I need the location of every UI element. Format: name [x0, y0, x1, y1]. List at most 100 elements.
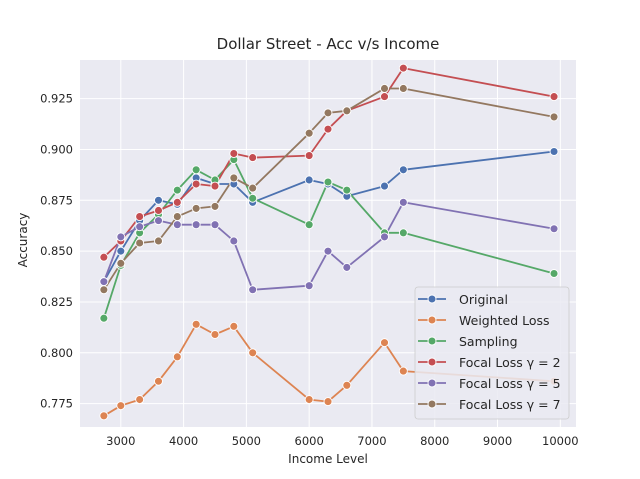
x-tick-labels: 3000 4000 5000 6000 7000 8000 9000 10000 — [106, 434, 578, 448]
data-point — [99, 313, 109, 323]
x-tick-label: 10000 — [542, 434, 579, 448]
data-point — [116, 246, 126, 256]
y-tick-label: 0.900 — [40, 142, 73, 156]
data-point — [380, 232, 389, 242]
data-point — [191, 319, 201, 329]
y-axis-label: Accuracy — [16, 213, 30, 268]
legend-label: Focal Loss γ = 2 — [459, 355, 561, 370]
legend-swatch-marker — [427, 336, 437, 346]
data-point — [323, 246, 333, 256]
data-point — [248, 285, 258, 295]
data-point — [210, 330, 220, 339]
data-point — [380, 92, 389, 102]
data-point — [304, 128, 314, 138]
data-point — [549, 92, 559, 102]
legend-swatch-marker — [427, 315, 437, 325]
data-point — [342, 262, 352, 272]
data-point — [135, 395, 145, 405]
data-point — [99, 277, 109, 287]
data-point — [191, 179, 201, 189]
x-axis-label: Income Level — [288, 452, 368, 466]
data-point — [380, 84, 389, 93]
x-tick-label: 3000 — [106, 434, 135, 448]
data-point — [398, 366, 408, 376]
data-point — [210, 181, 220, 191]
data-point — [99, 252, 109, 262]
chart-title: Dollar Street - Acc v/s Income — [217, 35, 440, 53]
x-tick-label: 6000 — [295, 434, 324, 448]
data-point — [191, 165, 201, 175]
data-point — [323, 177, 333, 187]
data-point — [342, 106, 352, 116]
data-point — [210, 201, 220, 211]
y-tick-label: 0.925 — [40, 92, 73, 106]
x-tick-label: 8000 — [420, 434, 449, 448]
data-point — [248, 153, 258, 163]
legend-label: Weighted Loss — [459, 313, 550, 328]
data-point — [116, 258, 126, 268]
legend-label: Focal Loss γ = 5 — [459, 376, 561, 391]
data-point — [323, 108, 333, 118]
data-point — [323, 124, 333, 134]
data-point — [398, 63, 408, 73]
data-point — [248, 193, 258, 203]
legend-swatch-marker — [427, 378, 437, 388]
data-point — [99, 411, 109, 421]
x-tick-label: 7000 — [357, 434, 386, 448]
data-point — [229, 321, 239, 331]
data-point — [172, 220, 182, 230]
data-point — [191, 220, 201, 230]
data-point — [229, 173, 239, 183]
data-point — [398, 197, 408, 207]
data-point — [191, 203, 201, 213]
legend-box — [414, 286, 570, 420]
data-point — [304, 220, 314, 230]
data-point — [398, 84, 408, 93]
data-point — [172, 185, 182, 195]
legend-swatch-marker — [427, 357, 437, 367]
data-point — [229, 236, 239, 246]
data-point — [380, 338, 389, 348]
data-point — [304, 175, 314, 185]
data-point — [248, 348, 258, 358]
series-markers — [99, 63, 559, 421]
data-point — [304, 395, 314, 405]
y-tick-label: 0.850 — [40, 244, 73, 258]
data-point — [304, 151, 314, 161]
data-point — [154, 216, 163, 226]
data-point — [248, 183, 258, 193]
legend-swatch-marker — [427, 399, 437, 409]
data-point — [342, 380, 352, 390]
y-tick-labels: 0.775 0.800 0.825 0.850 0.875 0.900 0.925 — [40, 92, 73, 411]
data-point — [135, 238, 145, 248]
x-tick-label: 5000 — [232, 434, 261, 448]
data-point — [323, 397, 333, 407]
x-tick-label: 9000 — [483, 434, 512, 448]
data-point — [135, 212, 145, 222]
legend-label: Original — [459, 292, 508, 307]
x-tick-label: 4000 — [169, 434, 198, 448]
data-point — [154, 195, 163, 205]
legend-label: Sampling — [459, 334, 518, 349]
data-point — [549, 112, 559, 122]
y-tick-label: 0.800 — [40, 346, 73, 360]
data-point — [304, 281, 314, 291]
data-point — [116, 401, 126, 411]
data-point — [154, 376, 163, 386]
data-point — [135, 222, 145, 232]
data-point — [172, 212, 182, 222]
data-point — [549, 147, 559, 156]
data-point — [172, 352, 182, 362]
data-point — [172, 197, 182, 207]
legend: Original Weighted Loss Sampling Focal Loss … — [414, 286, 570, 420]
y-tick-label: 0.775 — [40, 397, 73, 411]
data-point — [210, 220, 220, 230]
data-point — [549, 269, 559, 278]
data-point — [398, 228, 408, 238]
data-point — [154, 206, 163, 215]
legend-label: Focal Loss γ = 7 — [459, 397, 561, 412]
legend-swatch-marker — [427, 294, 437, 304]
data-point — [116, 232, 126, 242]
data-point — [398, 165, 408, 175]
